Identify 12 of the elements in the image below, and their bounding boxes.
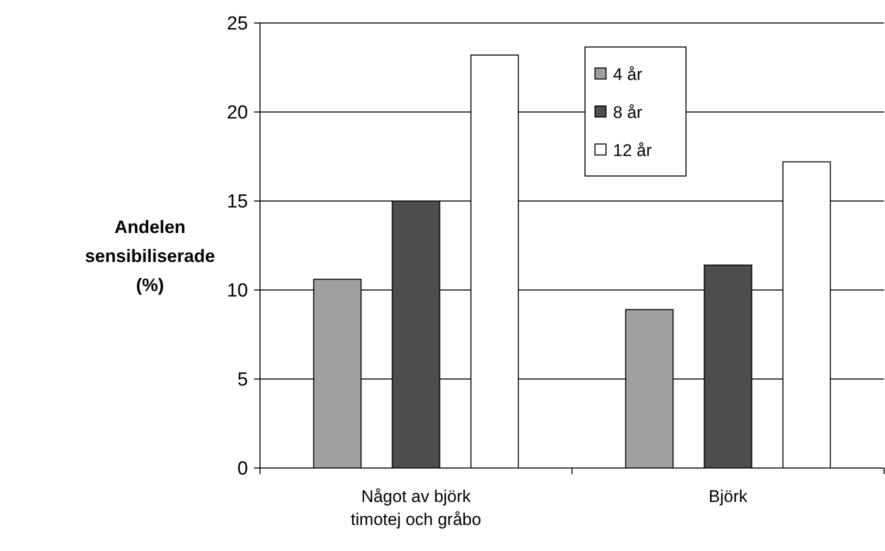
legend-label: 8 år — [613, 102, 643, 122]
y-tick-label: 25 — [226, 14, 248, 35]
y-axis-title: Andelen sensibiliserade (%) — [84, 217, 216, 295]
x-tick-label: Något av björk timotej och gråbo — [350, 487, 482, 529]
y-tick-label: 10 — [226, 280, 248, 302]
y-tick-label: 15 — [226, 192, 248, 213]
legend-label: 12 år — [613, 140, 652, 160]
legend-label: 4 år — [613, 64, 643, 84]
y-tick-label: 20 — [226, 102, 248, 124]
x-tick-label: Björk — [708, 487, 748, 506]
y-tick-label: 0 — [237, 458, 248, 480]
y-tick-label: 5 — [237, 370, 248, 391]
